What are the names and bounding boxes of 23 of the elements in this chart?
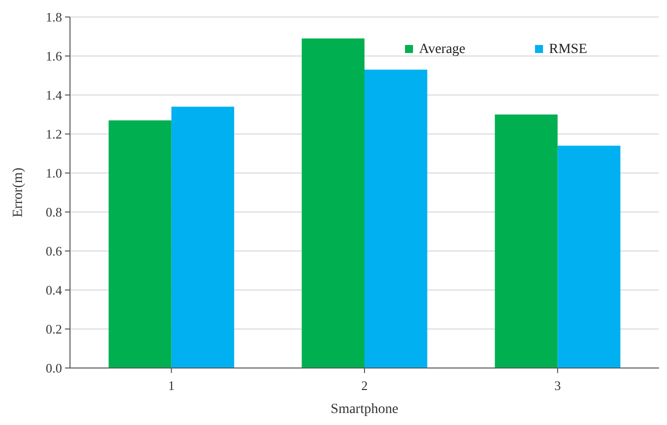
bar [494, 114, 558, 368]
bar [558, 146, 620, 368]
legend-label: Average [419, 42, 466, 57]
y-tick-label: 1.4 [46, 88, 62, 103]
legend-label: RMSE [549, 42, 588, 57]
x-tick-label: 2 [361, 378, 368, 393]
y-tick-label: 0.0 [46, 360, 62, 376]
y-axis-title: Error(m) [11, 167, 26, 218]
bar [302, 38, 364, 368]
y-tick-label: 0.2 [46, 322, 62, 337]
y-tick-label: 0.8 [46, 204, 62, 220]
bar [108, 120, 172, 368]
y-tick-label: 1.8 [46, 10, 62, 25]
y-tick-label: 1.6 [46, 48, 62, 64]
y-tick-label: 0.6 [46, 244, 62, 259]
x-tick-label: 3 [554, 378, 561, 393]
bar [171, 106, 234, 368]
x-axis-title: Smartphone [330, 402, 398, 417]
y-tick-label: 1.0 [46, 166, 62, 181]
y-tick-label: 1.2 [46, 126, 62, 142]
y-tick-label: 0.4 [46, 282, 62, 298]
bar [364, 70, 428, 368]
x-tick-label: 1 [168, 378, 175, 393]
